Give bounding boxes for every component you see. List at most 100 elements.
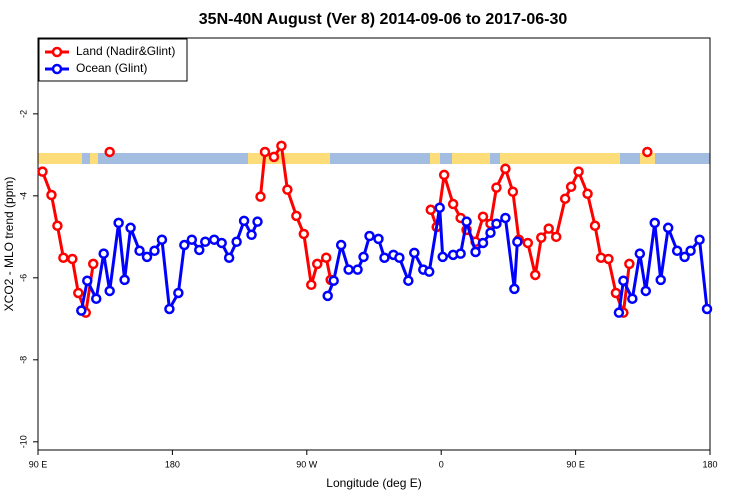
point — [364, 230, 375, 242]
x-tick-label: 90 W — [296, 459, 318, 469]
point — [627, 293, 638, 304]
point — [98, 248, 109, 259]
point — [200, 236, 211, 247]
point — [437, 251, 448, 263]
land-strip — [430, 153, 440, 164]
point — [613, 307, 625, 318]
point — [373, 233, 384, 245]
y-tick-label: -8 — [18, 356, 28, 364]
point — [379, 252, 390, 263]
point — [491, 218, 502, 229]
point — [447, 198, 459, 210]
point — [156, 234, 168, 245]
point — [642, 146, 653, 158]
point — [306, 279, 317, 291]
point — [104, 285, 115, 297]
point — [461, 216, 472, 227]
point — [246, 229, 257, 241]
point — [76, 305, 87, 316]
point — [694, 234, 705, 245]
point — [485, 227, 496, 238]
point — [134, 245, 145, 257]
legend: Land (Nadir&Glint) Ocean (Glint) — [38, 38, 188, 82]
point — [291, 210, 302, 222]
point — [512, 236, 523, 247]
land-strip — [640, 153, 655, 164]
land-strip — [90, 153, 98, 164]
x-tick-label: 0 — [439, 459, 444, 469]
point — [671, 245, 683, 257]
x-tick-label: 90 E — [29, 459, 48, 469]
point — [640, 285, 652, 297]
point — [394, 252, 405, 263]
point — [536, 232, 547, 243]
point — [58, 252, 69, 263]
point — [424, 266, 435, 277]
y-tick-label: -4 — [18, 192, 28, 200]
point — [255, 191, 266, 202]
land-strip — [248, 153, 330, 164]
point — [194, 244, 205, 256]
point — [491, 182, 502, 193]
y-tick-label: -2 — [18, 110, 28, 118]
point — [425, 204, 436, 216]
point — [530, 269, 541, 281]
y-tick-label: -10 — [18, 435, 28, 448]
point — [500, 163, 511, 175]
point — [434, 202, 445, 213]
point — [550, 231, 562, 243]
point — [73, 287, 84, 299]
ocean-strip — [38, 153, 710, 164]
point — [618, 275, 629, 286]
point — [82, 275, 93, 286]
point — [565, 181, 577, 193]
point — [409, 247, 420, 259]
legend-label: Ocean (Glint) — [76, 61, 147, 75]
point — [507, 186, 519, 197]
legend-box — [38, 38, 188, 82]
point — [589, 220, 601, 232]
point — [403, 275, 414, 286]
plot-frame — [37, 37, 711, 451]
x-tick-label: 90 E — [566, 459, 585, 469]
point — [149, 245, 160, 257]
point — [173, 287, 184, 299]
point — [88, 258, 99, 270]
point — [522, 237, 534, 249]
point — [282, 184, 293, 195]
legend-label: Land (Nadir&Glint) — [76, 44, 175, 58]
point — [685, 245, 696, 257]
point — [634, 248, 646, 259]
point — [179, 239, 190, 251]
land-strip — [452, 153, 490, 164]
point — [603, 253, 614, 265]
point — [268, 151, 280, 163]
point — [662, 222, 674, 234]
point — [352, 264, 363, 275]
surface-strip — [38, 153, 710, 164]
point — [455, 248, 466, 259]
y-tick-label: -6 — [18, 274, 28, 282]
point — [559, 193, 571, 204]
point — [701, 303, 713, 315]
point — [573, 166, 584, 177]
point — [679, 251, 690, 263]
point — [335, 239, 347, 251]
point — [649, 217, 660, 229]
point — [37, 166, 48, 177]
point — [252, 216, 263, 227]
x-tick-label: 180 — [702, 459, 717, 469]
y-axis-label: XCO2 - MLO trend (ppm) — [2, 177, 16, 312]
point — [655, 274, 666, 286]
point — [216, 237, 227, 249]
point — [104, 146, 115, 158]
point — [438, 169, 450, 181]
point — [259, 146, 271, 158]
chart-title: 35N-40N August (Ver 8) 2014-09-06 to 201… — [199, 11, 568, 28]
point — [610, 287, 622, 299]
point — [238, 215, 250, 227]
point — [470, 246, 481, 258]
point — [358, 251, 369, 263]
point — [328, 275, 339, 286]
point — [477, 237, 489, 249]
